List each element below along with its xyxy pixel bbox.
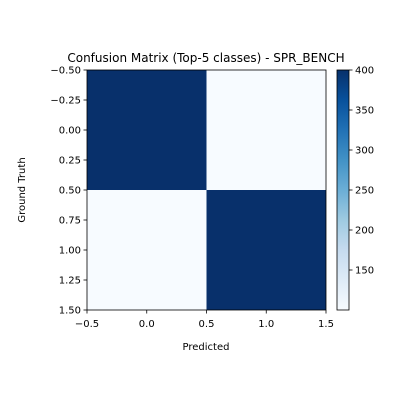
colorbar-tick-label: 350 bbox=[355, 106, 374, 117]
x-axis-ticks: −0.5 0.0 0.5 1.0 1.5 bbox=[75, 310, 334, 330]
heatmap-cell-r1-c0 bbox=[87, 190, 207, 310]
y-tick-label: −0.25 bbox=[50, 96, 81, 107]
x-tick-label: 0.0 bbox=[139, 319, 155, 330]
y-tick-label: 0.75 bbox=[59, 216, 81, 227]
colorbar-tick-label: 400 bbox=[355, 66, 374, 77]
colorbar-ticks: 150 200 250 300 350 400 bbox=[349, 66, 374, 277]
y-tick-label: −0.50 bbox=[50, 66, 81, 77]
heatmap-cell-r0-c1 bbox=[206, 70, 326, 190]
colorbar-tick-label: 250 bbox=[355, 186, 374, 197]
chart-title: Confusion Matrix (Top-5 classes) - SPR_B… bbox=[67, 51, 344, 65]
colorbar-tick-label: 200 bbox=[355, 226, 374, 237]
y-axis-ticks: −0.50 −0.25 0.00 0.25 0.50 0.75 1.00 1.25 1.50 bbox=[50, 66, 87, 317]
x-tick-label: 1.5 bbox=[318, 319, 334, 330]
y-tick-label: 1.50 bbox=[59, 306, 81, 317]
y-tick-label: 0.25 bbox=[59, 156, 81, 167]
x-tick-label: 0.5 bbox=[199, 319, 215, 330]
y-axis-label: Ground Truth bbox=[17, 157, 28, 222]
x-tick-label: −0.5 bbox=[75, 319, 99, 330]
colorbar-tick-label: 150 bbox=[355, 266, 374, 277]
y-tick-label: 0.00 bbox=[59, 126, 81, 137]
x-tick-label: 1.0 bbox=[258, 319, 274, 330]
colorbar-tick-label: 300 bbox=[355, 146, 374, 157]
heatmap-cells bbox=[87, 70, 326, 310]
y-tick-label: 1.25 bbox=[59, 276, 81, 287]
y-tick-label: 1.00 bbox=[59, 246, 81, 257]
heatmap-cell-r1-c1 bbox=[206, 190, 326, 310]
heatmap-cell-r0-c0 bbox=[87, 70, 207, 190]
y-tick-label: 0.50 bbox=[59, 186, 81, 197]
colorbar bbox=[336, 69, 350, 311]
x-axis-label: Predicted bbox=[183, 342, 230, 353]
